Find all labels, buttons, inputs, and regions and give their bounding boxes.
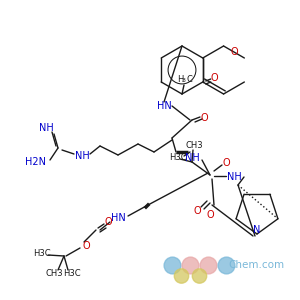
Text: NH: NH [184,153,200,163]
Text: O: O [82,241,90,251]
Text: N: N [253,225,261,235]
Text: NH: NH [75,151,89,161]
Text: Chem.com: Chem.com [228,260,285,271]
Circle shape [218,257,235,274]
Text: O: O [230,47,238,57]
Text: HN: HN [157,101,171,111]
Circle shape [174,269,189,283]
Text: O: O [200,113,208,123]
Text: H3C: H3C [63,269,81,278]
Text: H3C: H3C [33,250,51,259]
Text: HN: HN [111,213,125,223]
Text: H: H [177,76,183,85]
Circle shape [164,257,181,274]
Circle shape [200,257,217,274]
Text: NH: NH [39,123,53,133]
Circle shape [192,269,207,283]
Text: CH3: CH3 [185,142,203,151]
Text: 3: 3 [182,77,186,83]
Text: O: O [206,210,214,220]
Text: NH: NH [226,172,242,182]
Text: H3C: H3C [169,154,187,163]
Circle shape [182,257,199,274]
Text: O: O [193,206,201,216]
Text: H2N: H2N [26,157,46,167]
Text: CH3: CH3 [45,269,63,278]
Text: O: O [211,73,219,83]
Text: C: C [186,76,192,85]
Text: O: O [104,217,112,227]
Text: O: O [222,158,230,168]
